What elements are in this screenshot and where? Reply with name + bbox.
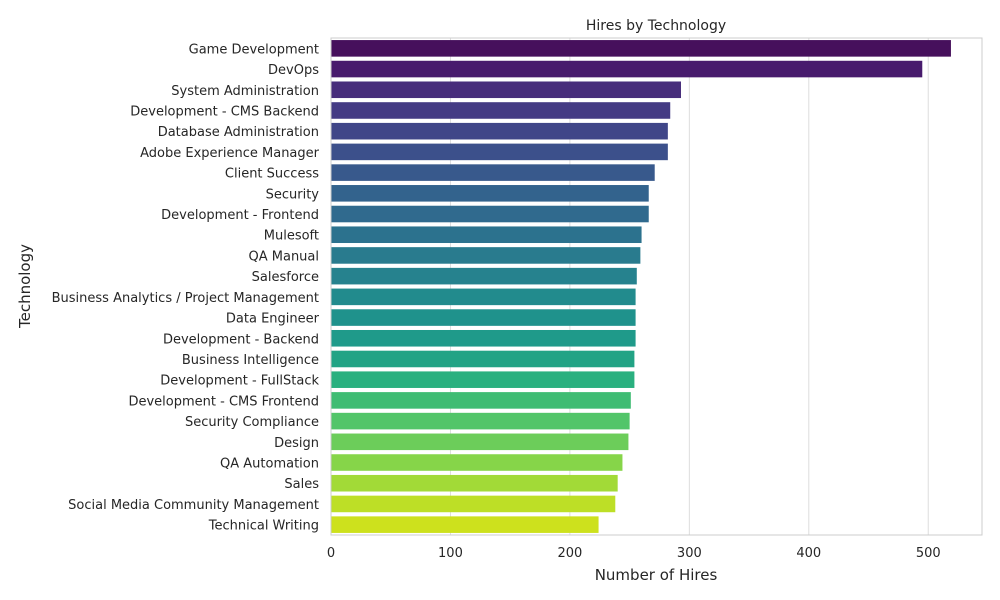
x-tick-labels: 0 100 200 300 400 500 (327, 546, 941, 561)
y-tick-label: Development - Backend (163, 332, 319, 347)
y-tick-label: Development - FullStack (160, 374, 319, 389)
y-tick-label: Business Analytics / Project Management (52, 291, 319, 306)
y-tick-label: Salesforce (252, 270, 319, 285)
y-tick-label: System Administration (171, 84, 319, 99)
x-tick-label: 200 (557, 546, 582, 561)
y-tick-label: DevOps (268, 63, 319, 78)
plot-frame (330, 37, 983, 536)
bar (331, 412, 630, 430)
bar (331, 392, 631, 409)
bar (331, 474, 618, 492)
bar (331, 247, 641, 264)
y-tick-label: Business Intelligence (182, 353, 319, 368)
bar (331, 81, 681, 99)
y-tick-label: Data Engineer (226, 312, 320, 327)
bar (331, 309, 636, 326)
bar (331, 516, 599, 533)
bar (331, 205, 649, 223)
y-tick-label: Game Development (189, 42, 319, 57)
y-tick-label: Adobe Experience Manager (140, 146, 320, 161)
y-tick-label: Security Compliance (185, 415, 319, 430)
y-tick-label: Security (266, 187, 320, 202)
x-tick-label: 300 (677, 546, 702, 561)
bar (331, 288, 636, 306)
y-tick-label: QA Automation (220, 457, 319, 472)
bar (331, 454, 623, 471)
y-tick-label: Development - Frontend (161, 208, 319, 223)
y-tick-label: QA Manual (249, 249, 320, 264)
y-tick-label: Design (274, 436, 319, 451)
x-tick-label: 0 (327, 546, 335, 561)
y-tick-labels: Game Development DevOps System Administrat… (52, 42, 320, 533)
bar (331, 350, 635, 368)
bar (331, 433, 629, 451)
y-axis-label: Technology (16, 244, 34, 329)
x-tick-label: 100 (438, 546, 463, 561)
bar (331, 371, 635, 388)
x-tick-label: 400 (796, 546, 821, 561)
bar (331, 329, 636, 347)
chart-title: Hires by Technology (586, 18, 726, 34)
x-axis-label: Number of Hires (595, 566, 718, 584)
bar (331, 267, 637, 285)
y-tick-label: Sales (284, 477, 319, 492)
bar (331, 122, 668, 140)
bars (331, 40, 951, 533)
y-tick-label: Client Success (225, 167, 319, 182)
bar (331, 164, 655, 181)
bar (331, 60, 923, 78)
bar (331, 102, 671, 119)
bar (331, 185, 649, 202)
y-tick-label: Mulesoft (264, 229, 319, 244)
bar (331, 226, 642, 244)
x-tick-label: 500 (916, 546, 941, 561)
bar (331, 40, 951, 57)
bar (331, 143, 668, 161)
y-tick-label: Social Media Community Management (68, 498, 319, 513)
y-tick-label: Database Administration (158, 125, 319, 140)
y-tick-label: Development - CMS Backend (130, 104, 319, 119)
y-tick-label: Development - CMS Frontend (128, 394, 319, 409)
bar (331, 495, 616, 513)
y-tick-label: Technical Writing (208, 519, 319, 534)
